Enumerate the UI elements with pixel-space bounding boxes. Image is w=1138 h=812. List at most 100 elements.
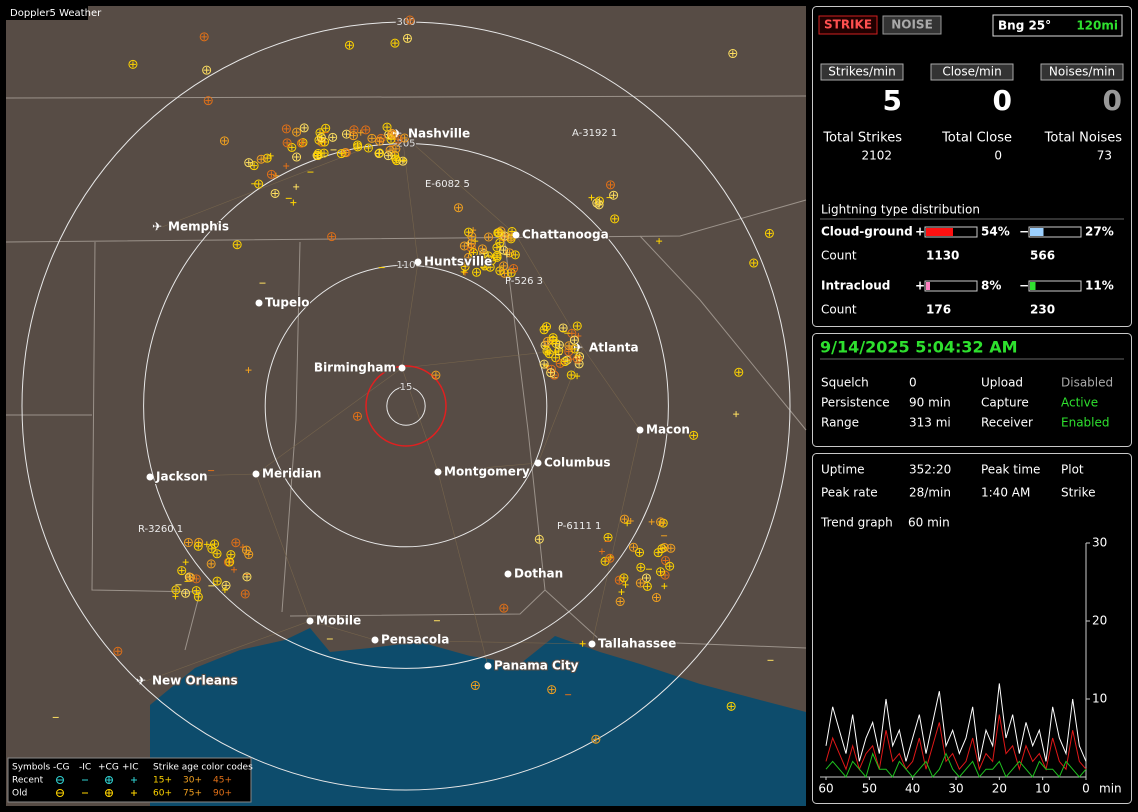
legend-text: 45+ bbox=[213, 776, 232, 786]
strike bbox=[288, 144, 295, 151]
city-dot bbox=[434, 468, 442, 476]
strike bbox=[560, 357, 570, 367]
strike bbox=[208, 560, 215, 567]
rate-button[interactable] bbox=[820, 63, 904, 81]
strike bbox=[221, 587, 228, 594]
strike bbox=[187, 574, 194, 581]
strike bbox=[400, 133, 410, 143]
strike bbox=[212, 576, 222, 586]
strike bbox=[385, 145, 395, 155]
strike bbox=[661, 556, 671, 566]
stat-field: 28/min bbox=[909, 486, 951, 500]
strike bbox=[405, 15, 415, 25]
road bbox=[255, 473, 311, 622]
city-label: Chattanooga bbox=[522, 228, 609, 242]
legend-text: -CG bbox=[53, 763, 70, 773]
strikes bbox=[52, 15, 774, 744]
strike bbox=[401, 157, 408, 164]
city-label: Mobile bbox=[316, 614, 361, 628]
strike bbox=[362, 126, 369, 133]
strike bbox=[494, 228, 504, 238]
strike bbox=[181, 588, 191, 598]
strike bbox=[566, 370, 576, 380]
strike bbox=[205, 97, 212, 104]
strike bbox=[465, 254, 472, 261]
strike bbox=[113, 646, 123, 656]
strike bbox=[245, 367, 252, 374]
trend-line bbox=[825, 683, 1087, 762]
strike bbox=[391, 154, 401, 164]
strike bbox=[499, 245, 509, 255]
clock-field: Squelch bbox=[821, 376, 869, 390]
strike bbox=[267, 152, 274, 159]
clock-field: Active bbox=[1061, 396, 1098, 410]
strike-button-label[interactable]: STRIKE bbox=[824, 18, 872, 32]
strike bbox=[193, 541, 203, 551]
strike bbox=[177, 566, 187, 576]
strike bbox=[284, 139, 291, 146]
noise-button-label[interactable]: NOISE bbox=[891, 18, 933, 32]
type-label: Cloud-ground bbox=[821, 225, 913, 239]
strike bbox=[460, 258, 467, 265]
strike bbox=[607, 554, 614, 561]
city-label: Meridian bbox=[262, 467, 321, 481]
strike bbox=[509, 264, 519, 274]
clock-field: Enabled bbox=[1061, 416, 1110, 430]
stat-field: 352:20 bbox=[909, 463, 951, 477]
strike bbox=[183, 537, 193, 547]
legend-text: 30+ bbox=[183, 776, 202, 786]
strike bbox=[542, 322, 552, 332]
total-label: Total Close bbox=[941, 131, 1012, 146]
rate-label[interactable]: Close/min bbox=[942, 65, 1001, 79]
strike bbox=[735, 369, 742, 376]
strike bbox=[610, 192, 617, 199]
strike bbox=[392, 155, 399, 162]
rate-label[interactable]: Strikes/min bbox=[828, 65, 895, 79]
strike bbox=[365, 144, 372, 151]
strike bbox=[588, 194, 595, 201]
strike bbox=[376, 138, 383, 145]
stats-panel bbox=[812, 453, 1132, 804]
strike bbox=[558, 323, 568, 333]
strike bbox=[614, 575, 624, 585]
strike bbox=[600, 556, 610, 566]
city-label: Pensacola bbox=[381, 633, 449, 647]
strike bbox=[301, 124, 308, 131]
city-label: Tupelo bbox=[265, 296, 310, 310]
strike bbox=[402, 33, 412, 43]
strike bbox=[621, 516, 628, 523]
strike bbox=[243, 573, 250, 580]
strike bbox=[500, 605, 507, 612]
strike-button[interactable] bbox=[818, 15, 878, 35]
strike bbox=[605, 180, 615, 190]
brand-box bbox=[6, 6, 88, 20]
clock-field: Receiver bbox=[981, 416, 1033, 430]
strike bbox=[242, 572, 252, 582]
strike bbox=[256, 154, 266, 164]
strike bbox=[214, 578, 221, 585]
noise-button[interactable] bbox=[882, 15, 942, 35]
strike bbox=[569, 335, 579, 345]
clock-field: 90 min bbox=[909, 396, 951, 410]
rate-button[interactable] bbox=[1040, 63, 1124, 81]
strike bbox=[574, 359, 584, 369]
strike bbox=[383, 151, 393, 161]
clock-field: 313 mi bbox=[909, 416, 951, 430]
airport-icon: ✈ bbox=[573, 341, 583, 355]
strike bbox=[615, 597, 625, 607]
strike bbox=[375, 150, 382, 157]
city-label: New Orleans bbox=[152, 674, 238, 688]
rate-label[interactable]: Noises/min bbox=[1049, 65, 1115, 79]
rate-button[interactable] bbox=[930, 63, 1014, 81]
city-label: Memphis bbox=[168, 220, 229, 234]
legend-symbol bbox=[105, 776, 113, 784]
strike bbox=[562, 358, 569, 365]
strike bbox=[221, 580, 231, 590]
strike bbox=[512, 251, 519, 258]
strike bbox=[282, 138, 292, 148]
rate-value: 5 bbox=[883, 84, 902, 117]
cities: ✈ Nashville ✈ Memphis Chattanooga Huntsville T… bbox=[136, 126, 691, 689]
strike bbox=[384, 124, 391, 131]
strike bbox=[483, 251, 493, 261]
x-tick-label: 60 bbox=[818, 782, 833, 796]
